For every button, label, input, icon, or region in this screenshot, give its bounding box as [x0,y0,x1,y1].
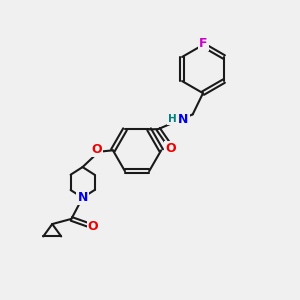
Text: O: O [88,220,98,233]
Text: N: N [77,191,88,204]
Text: N: N [178,112,188,126]
Text: O: O [91,143,102,156]
Text: H: H [168,114,176,124]
Text: F: F [199,37,207,50]
Text: O: O [166,142,176,155]
